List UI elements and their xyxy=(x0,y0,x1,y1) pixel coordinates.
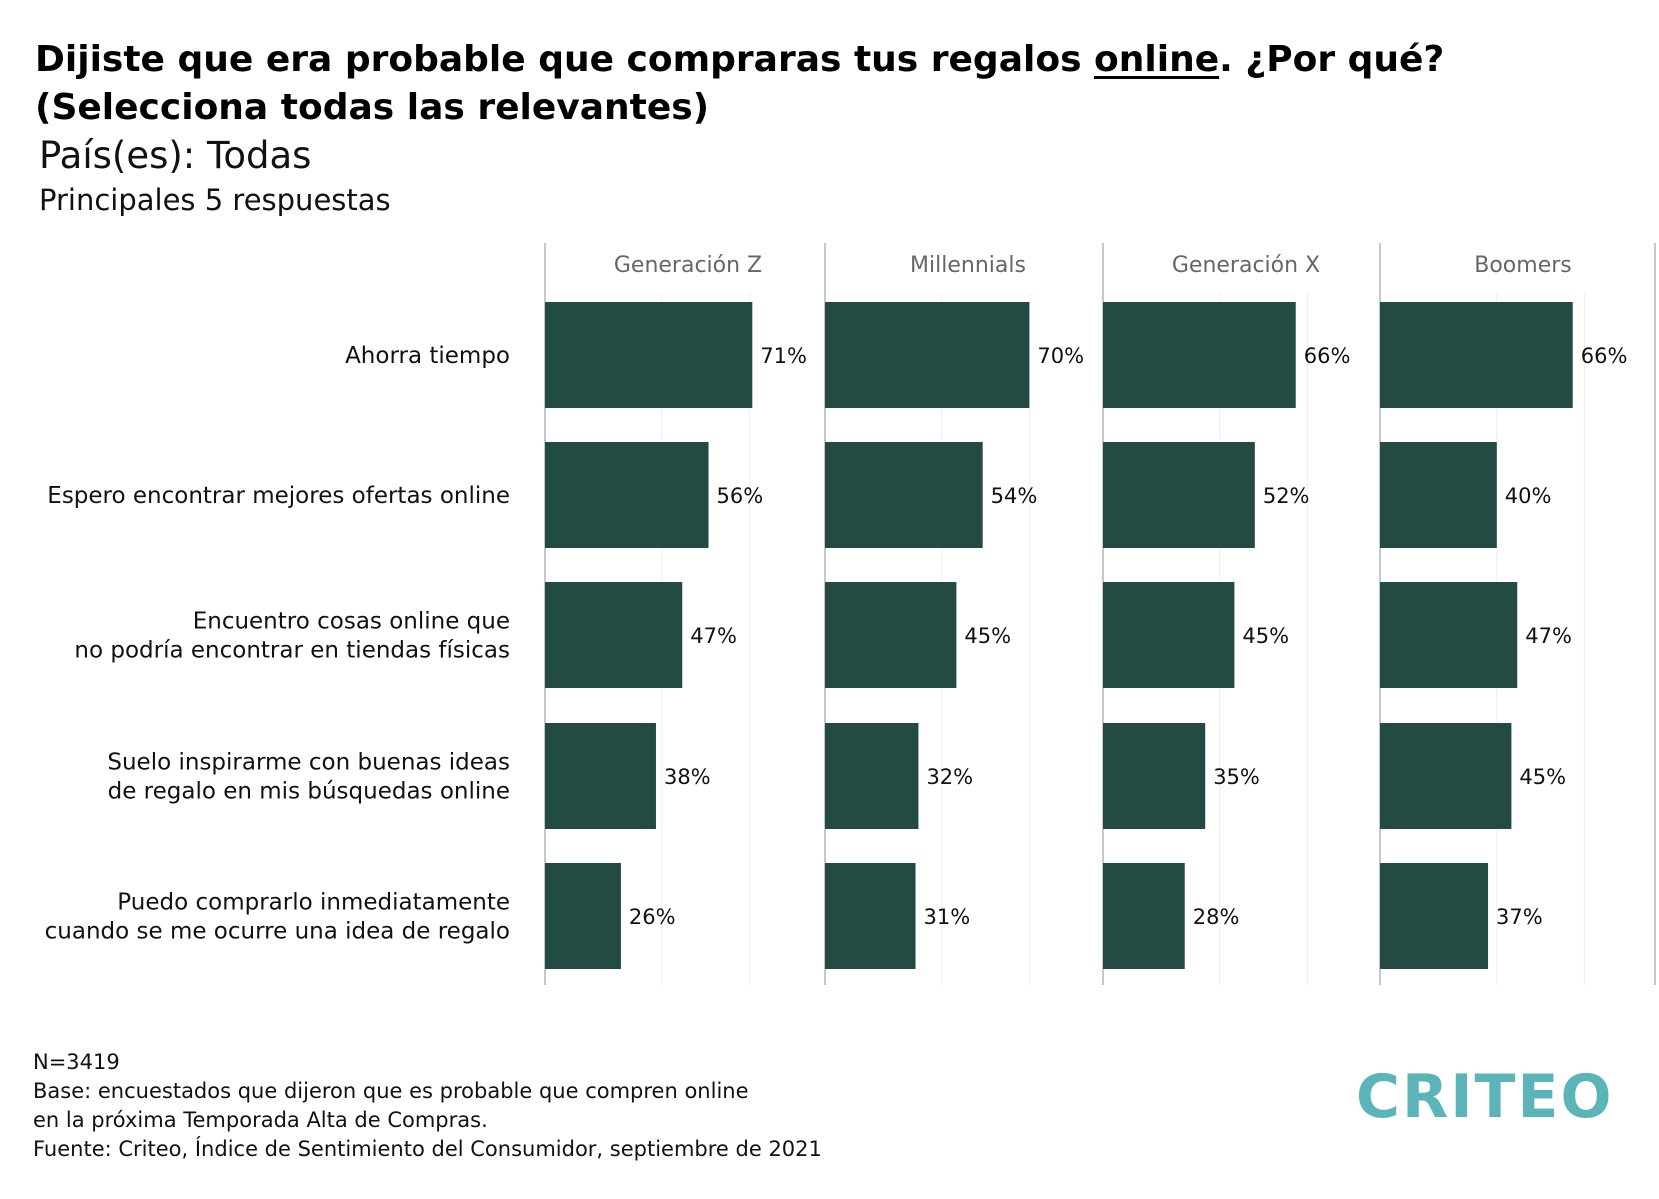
bar xyxy=(545,582,683,688)
data-label: 31% xyxy=(924,905,971,929)
data-label: 28% xyxy=(1193,905,1240,929)
bar xyxy=(825,723,919,829)
bar xyxy=(825,863,916,969)
series-header: Millennials xyxy=(910,253,1026,278)
bar xyxy=(545,442,709,548)
data-label: 35% xyxy=(1213,765,1260,789)
data-label: 45% xyxy=(964,624,1011,648)
data-label: 47% xyxy=(690,624,737,648)
bar xyxy=(545,723,656,829)
chart-title-line2: (Selecciona todas las relevantes) xyxy=(35,87,710,128)
category-label: Ahorra tiempo xyxy=(345,343,510,369)
title-underlined-word: online xyxy=(1094,39,1220,80)
bar xyxy=(1380,442,1497,548)
bar xyxy=(545,863,621,969)
bar xyxy=(1380,302,1573,408)
bar xyxy=(1380,863,1489,969)
data-label: 71% xyxy=(760,344,807,368)
chart-title: Dijiste que era probable que compraras t… xyxy=(35,36,1595,132)
category-label: Puedo comprarlo inmediatamente xyxy=(117,890,510,916)
series-header: Boomers xyxy=(1474,253,1572,278)
data-label: 45% xyxy=(1519,765,1566,789)
footnotes: N=3419 Base: encuestados que dijeron que… xyxy=(33,1048,822,1164)
data-label: 66% xyxy=(1581,344,1628,368)
category-label: Espero encontrar mejores ofertas online xyxy=(47,483,510,509)
bar xyxy=(1103,723,1206,829)
data-label: 47% xyxy=(1525,624,1572,648)
data-label: 40% xyxy=(1505,484,1552,508)
data-label: 26% xyxy=(629,905,676,929)
bar xyxy=(1103,302,1296,408)
category-label: de regalo en mis búsquedas online xyxy=(108,779,510,805)
series-header: Generación Z xyxy=(614,253,762,278)
bar xyxy=(545,302,753,408)
bar xyxy=(825,302,1030,408)
data-label: 32% xyxy=(926,765,973,789)
footnote-line: en la próxima Temporada Alta de Compras. xyxy=(33,1108,488,1132)
bar xyxy=(1103,863,1185,969)
data-label: 38% xyxy=(664,765,711,789)
category-label: Encuentro cosas online que xyxy=(193,609,510,635)
footnote-line: Fuente: Criteo, Índice de Sentimiento de… xyxy=(33,1137,822,1161)
footnote-line: N=3419 xyxy=(33,1050,120,1074)
chart-subtitle-secondary: Principales 5 respuestas xyxy=(39,183,391,217)
category-label: no podría encontrar en tiendas físicas xyxy=(74,638,510,664)
chart-subtitle: País(es): Todas xyxy=(39,134,312,177)
data-label: 56% xyxy=(717,484,764,508)
series-header: Generación X xyxy=(1172,253,1320,278)
criteo-logo: CRITEO xyxy=(1356,1062,1614,1132)
bar xyxy=(1380,723,1512,829)
title-text-start: Dijiste que era probable que compraras t… xyxy=(35,39,1095,80)
bar xyxy=(1103,442,1255,548)
data-label: 70% xyxy=(1037,344,1084,368)
data-label: 66% xyxy=(1304,344,1351,368)
category-label: cuando se me ocurre una idea de regalo xyxy=(45,919,510,945)
title-text-end: . ¿Por qué? xyxy=(1219,39,1445,80)
footnote-line: Base: encuestados que dijeron que es pro… xyxy=(33,1079,749,1103)
data-label: 37% xyxy=(1496,905,1543,929)
bar xyxy=(825,582,957,688)
data-label: 52% xyxy=(1263,484,1310,508)
bar xyxy=(825,442,983,548)
bar xyxy=(1103,582,1235,688)
data-label: 45% xyxy=(1242,624,1289,648)
category-label: Suelo inspirarme con buenas ideas xyxy=(107,750,510,776)
chart-title-line1: Dijiste que era probable que compraras t… xyxy=(35,36,1595,84)
bar xyxy=(1380,582,1518,688)
bar-chart: Generación Z Millennials Generación X Boome… xyxy=(45,243,1656,985)
data-label: 54% xyxy=(991,484,1038,508)
